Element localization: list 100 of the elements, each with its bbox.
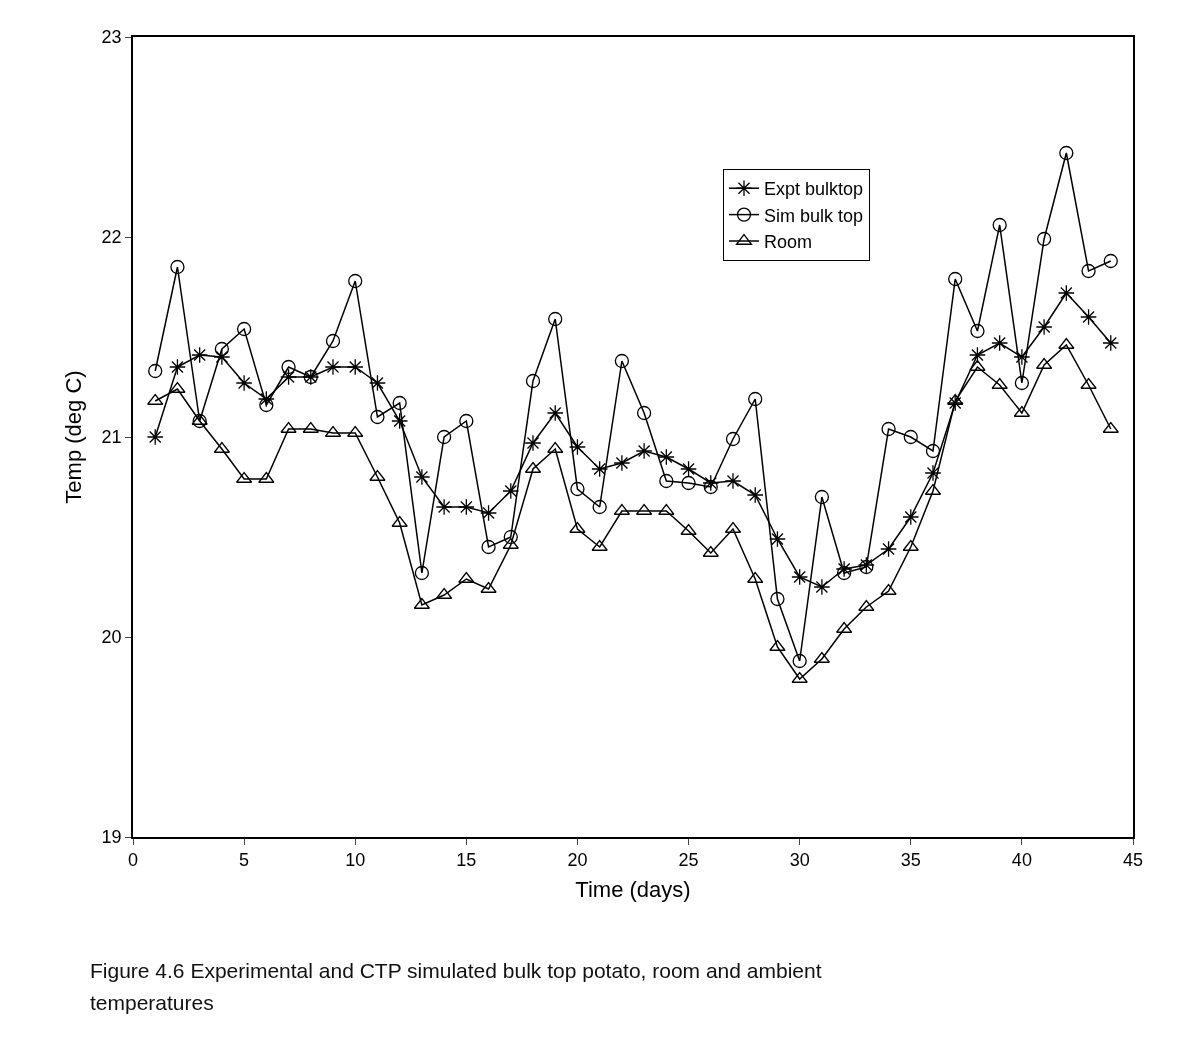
point [881,421,896,437]
point [746,486,764,504]
point [658,503,675,515]
x-tick-label: 25 [678,850,699,871]
point [413,468,431,486]
point [858,599,875,611]
y-tick-label: 19 [101,827,122,848]
x-tick-label: 40 [1011,850,1032,871]
point [369,469,386,481]
point [724,472,742,490]
point [370,409,385,425]
point [592,499,607,515]
point [570,481,585,497]
point [148,363,163,379]
point [147,393,164,405]
point [392,395,407,411]
point [680,460,698,478]
x-tick-label: 10 [345,850,366,871]
point [1102,421,1119,433]
point [792,653,807,669]
point [1058,337,1075,349]
point [391,515,408,527]
x-tick-label: 45 [1122,850,1144,871]
point [992,217,1007,233]
point [813,578,831,596]
y-tick-label: 20 [101,627,122,648]
point [946,394,964,412]
point [968,346,986,364]
point [657,448,675,466]
point [168,358,186,376]
point [524,434,542,452]
point [924,464,942,482]
point [546,404,564,422]
point [969,359,986,371]
point [1035,318,1053,336]
point [457,498,475,516]
point [436,429,452,445]
legend-label: Room [764,232,813,253]
point [547,441,564,453]
point [1081,263,1096,279]
point [991,334,1009,352]
point [525,373,541,389]
point [1036,231,1052,247]
point [902,539,919,551]
point [280,368,298,386]
point [591,460,609,478]
point [702,474,720,492]
point [680,523,697,535]
point [503,529,518,545]
x-tick-label: 30 [789,850,810,871]
point [169,381,186,393]
point [480,504,498,522]
point [502,537,519,549]
point [459,413,474,429]
point [146,428,164,446]
point [1059,145,1074,161]
point [613,454,631,472]
point [1057,284,1075,302]
point [435,498,453,516]
point [1102,334,1120,352]
point [191,346,209,364]
point [970,323,985,339]
point [302,421,319,433]
point [791,671,808,683]
point [703,479,718,495]
point [281,359,296,375]
point [948,271,963,287]
point [214,341,230,357]
point [1014,375,1030,391]
point [414,565,430,581]
point [702,545,719,557]
point [1013,348,1031,366]
point [481,539,496,555]
point [725,431,741,447]
point [191,413,208,425]
point [747,571,764,583]
point [192,413,207,429]
point [548,311,563,327]
point [391,412,409,430]
point [258,471,275,483]
y-tick-label: 23 [101,27,122,48]
x-tick-label: 0 [127,850,139,871]
point [347,425,364,437]
y-axis-title: Temp (deg C) [60,370,86,504]
point [480,581,497,593]
x-axis-title: Time (days) [575,876,691,902]
point [880,540,898,558]
point [903,429,918,445]
point [346,358,364,376]
point [325,333,341,349]
point [1080,308,1098,326]
point [1103,253,1118,269]
x-tick-label: 5 [239,850,250,871]
point [836,565,852,581]
point [768,530,786,548]
y-tick-label: 21 [101,427,122,448]
point [770,591,785,607]
point [635,442,653,460]
point [213,348,231,366]
point [591,539,608,551]
